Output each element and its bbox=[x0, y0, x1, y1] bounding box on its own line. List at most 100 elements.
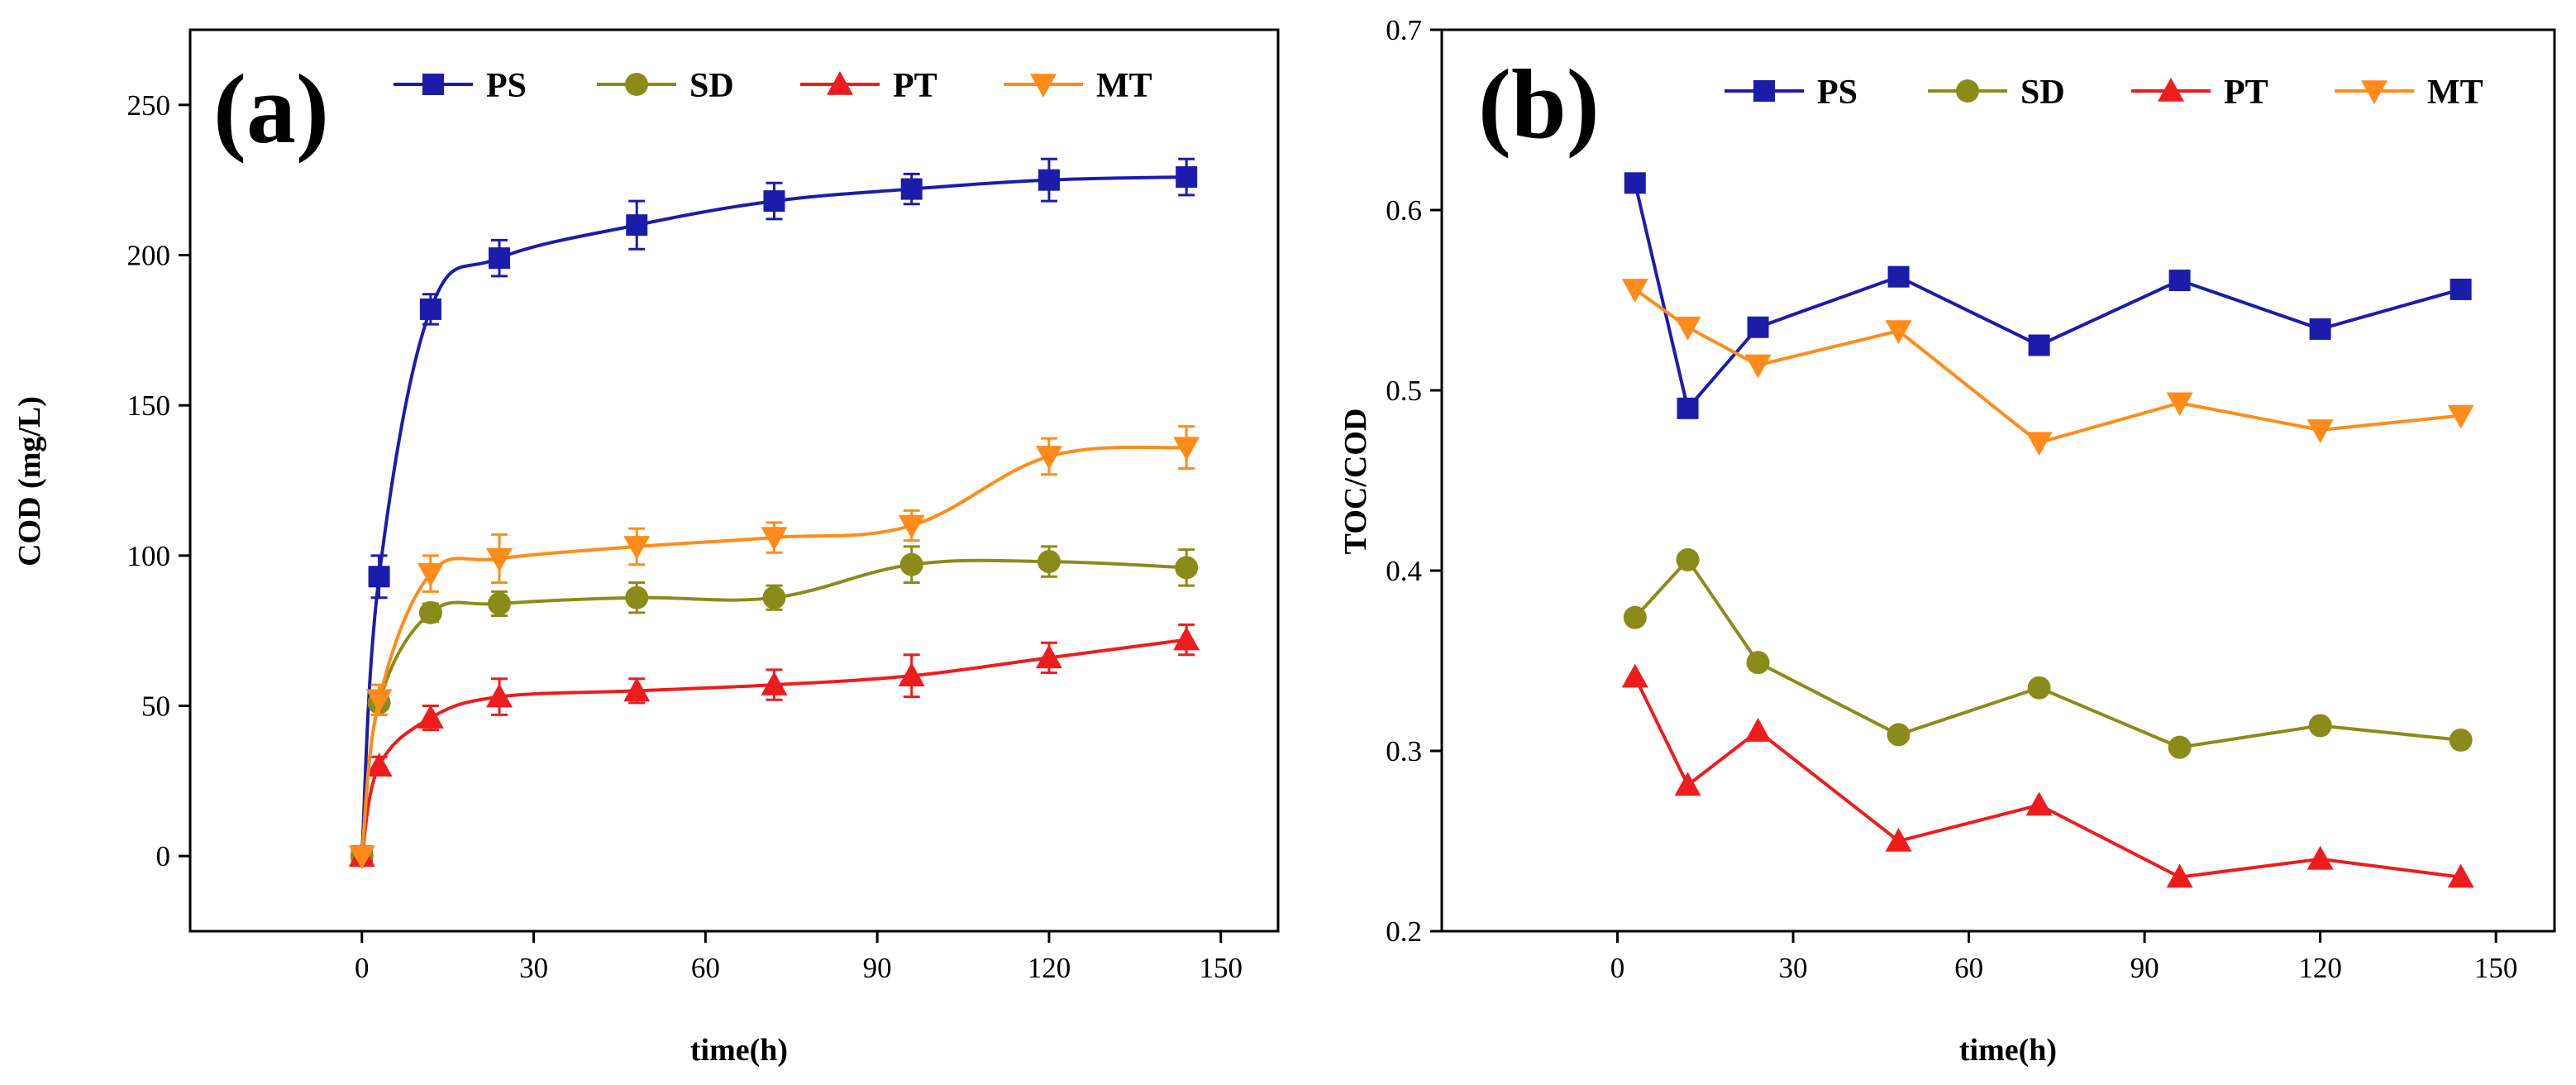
panel-b-point-ps bbox=[2309, 318, 2331, 340]
panel-b-legend-marker-mt bbox=[2361, 80, 2388, 104]
panel-b-xtick-label: 30 bbox=[1779, 952, 1808, 984]
panel-b-point-pt bbox=[1885, 828, 1912, 852]
panel-b-point-ps bbox=[1624, 172, 1646, 194]
panel-a-point-pt bbox=[486, 683, 513, 708]
panel-a-xtick-label: 60 bbox=[691, 952, 720, 984]
panel-b-label: (b) bbox=[1478, 49, 1600, 159]
panel-a-legend-marker-ps bbox=[422, 74, 444, 95]
panel-a-xtick-label: 150 bbox=[1199, 952, 1243, 984]
panel-a-xtick-label: 90 bbox=[863, 952, 892, 984]
panel-a-point-sd bbox=[418, 600, 442, 624]
panel-b-ytick-label: 0.6 bbox=[1386, 194, 1422, 227]
panel-a-point-sd bbox=[762, 586, 786, 609]
panel-b-point-ps bbox=[1677, 397, 1699, 419]
panel-a-point-sd bbox=[1175, 556, 1199, 580]
panel-b-point-mt bbox=[1744, 354, 1772, 379]
panel-a-point-pt bbox=[1173, 626, 1200, 651]
panel-a-point-pt bbox=[365, 753, 393, 777]
panel-b-point-ps bbox=[2168, 270, 2191, 292]
panel-b-point-ps bbox=[2450, 278, 2472, 300]
panel-a-point-ps bbox=[763, 190, 785, 213]
panel-b-point-pt bbox=[1674, 772, 1701, 796]
panel-b-point-pt bbox=[2447, 863, 2474, 888]
panel-b-ytick-label: 0.3 bbox=[1386, 735, 1422, 767]
panel-a-ytick-label: 50 bbox=[141, 691, 170, 723]
panel-b-axes-frame bbox=[1440, 28, 2556, 933]
panel-a-ylabel: COD (mg/L) bbox=[12, 396, 47, 566]
panel-a-point-sd bbox=[899, 552, 923, 576]
panel-a-point-ps bbox=[900, 178, 923, 200]
panel-a-series-pt bbox=[348, 623, 1200, 867]
panel-b-legend-label-pt: PT bbox=[2224, 74, 2268, 112]
panel-b-ytick-label: 0.7 bbox=[1386, 14, 1422, 46]
panel-a-ytick-label: 150 bbox=[127, 390, 171, 422]
panel-b-legend-item-pt: PT bbox=[2131, 74, 2268, 112]
panel-b-point-sd bbox=[1746, 651, 1770, 675]
panel-b-legend-label-sd: SD bbox=[2020, 74, 2065, 112]
panel-a-point-mt bbox=[348, 845, 375, 870]
panel-b-legend: PS SD PT MT bbox=[1724, 74, 2483, 112]
panel-a-xtick-label: 30 bbox=[519, 952, 548, 984]
panel-b-point-mt bbox=[1621, 279, 1648, 303]
panel-b-toc-cod-chart: TOC/COD time(h) (b) 0 30 60 90 120 150 0.2 0.3 0… bbox=[1338, 14, 2556, 1068]
panel-b-point-pt bbox=[1744, 718, 1772, 742]
panel-b-line-pt bbox=[1633, 676, 2461, 879]
panel-a-point-ps bbox=[1176, 166, 1198, 189]
panel-b-ytick-label: 0.2 bbox=[1386, 915, 1422, 948]
panel-b-series-ps bbox=[1624, 172, 2472, 419]
panel-b-legend-marker-pt bbox=[2158, 78, 2184, 102]
panel-a-series-mt bbox=[348, 425, 1200, 870]
panel-b-legend-label-mt: MT bbox=[2427, 74, 2483, 112]
panel-a-point-pt bbox=[1035, 644, 1062, 669]
panel-a-line-pt bbox=[360, 638, 1187, 857]
panel-a-point-mt bbox=[486, 547, 513, 572]
panel-a-ytick-label: 100 bbox=[127, 540, 171, 572]
panel-a-point-ps bbox=[368, 566, 390, 588]
panel-a-line-ps bbox=[360, 175, 1187, 857]
panel-b-point-ps bbox=[1887, 265, 1910, 288]
panel-b-ytick-label: 0.5 bbox=[1386, 375, 1422, 407]
panel-a-point-sd bbox=[488, 591, 512, 615]
panel-a-point-sd bbox=[1037, 550, 1061, 574]
panel-b-point-sd bbox=[1887, 723, 1911, 747]
panel-b-point-pt bbox=[2166, 863, 2193, 888]
panel-a-line-mt bbox=[360, 445, 1187, 857]
panel-a-series-ps bbox=[351, 157, 1198, 868]
panel-a-xlabel: time(h) bbox=[690, 1033, 788, 1068]
panel-b-ytick-label: 0.4 bbox=[1386, 555, 1422, 587]
panel-b-xlabel: time(h) bbox=[1959, 1033, 2057, 1068]
panel-b-point-mt bbox=[1885, 320, 1912, 345]
panel-a-legend-label-ps: PS bbox=[486, 67, 527, 105]
panel-b-series-mt bbox=[1621, 279, 2474, 456]
panel-a-xtick-label: 0 bbox=[355, 952, 370, 984]
panel-b-point-sd bbox=[1623, 605, 1647, 629]
panel-a-point-sd bbox=[625, 586, 649, 609]
panel-b-point-ps bbox=[1747, 316, 1769, 338]
panel-a-point-pt bbox=[898, 662, 925, 686]
panel-b-point-mt bbox=[1674, 316, 1701, 341]
panel-a-xtick-label: 120 bbox=[1028, 952, 1071, 984]
panel-a-legend-marker-pt bbox=[827, 71, 853, 95]
panel-b-point-sd bbox=[2449, 728, 2473, 752]
panel-a-point-mt bbox=[1035, 446, 1062, 470]
panel-a-ytick-label: 250 bbox=[127, 89, 171, 122]
panel-a-label: (a) bbox=[213, 54, 329, 164]
panel-b-point-sd bbox=[1676, 547, 1700, 571]
panel-a-point-mt bbox=[365, 689, 393, 714]
panel-b-legend-marker-ps bbox=[1753, 80, 1775, 102]
panel-b-legend-item-ps: PS bbox=[1724, 74, 1858, 112]
panel-a-point-mt bbox=[417, 562, 444, 587]
panel-b-xtick-label: 120 bbox=[2298, 952, 2342, 984]
panel-a-legend: PS SD PT MT bbox=[394, 67, 1152, 105]
panel-b-xtick-label: 0 bbox=[1610, 952, 1625, 984]
panel-b-series-pt bbox=[1621, 663, 2474, 888]
panel-b-legend-item-sd: SD bbox=[1928, 74, 2065, 112]
panel-a-cod-chart: COD (mg/L) time(h) (a) 0 30 60 90 120 150 0 50 1… bbox=[12, 28, 1280, 1068]
panel-b-point-sd bbox=[2168, 735, 2192, 759]
panel-a-point-mt bbox=[761, 527, 788, 552]
panel-a-legend-label-mt: MT bbox=[1096, 67, 1152, 105]
panel-b-xtick-label: 90 bbox=[2130, 952, 2159, 984]
panel-a-series-sd bbox=[350, 545, 1199, 868]
panel-a-legend-item-ps: PS bbox=[394, 67, 527, 105]
panel-a-point-pt bbox=[417, 705, 444, 729]
